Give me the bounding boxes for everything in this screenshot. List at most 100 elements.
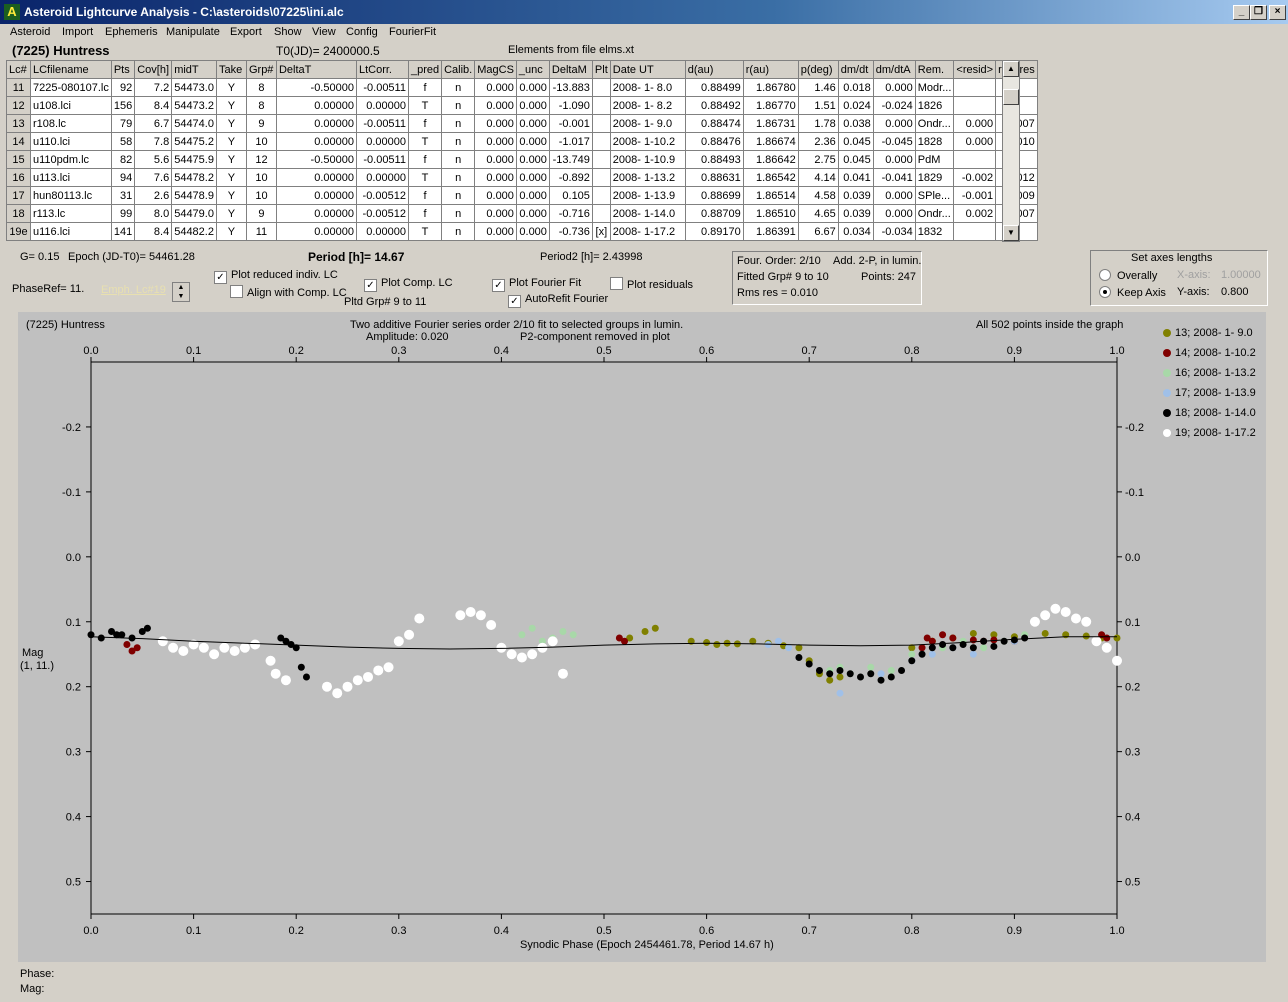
scroll-up-icon[interactable]: ▲ bbox=[1003, 61, 1019, 77]
table-cell[interactable] bbox=[591, 132, 611, 151]
column-header[interactable]: LCfilename bbox=[30, 60, 112, 79]
table-cell[interactable]: 0.00000 bbox=[275, 186, 357, 205]
table-cell[interactable]: -0.716 bbox=[548, 204, 593, 223]
table-cell[interactable]: 2008- 1-13.2 bbox=[609, 168, 686, 187]
table-cell[interactable]: u108.lci bbox=[30, 96, 112, 115]
table-cell[interactable]: 0.88699 bbox=[684, 186, 744, 205]
column-header[interactable]: Calib. bbox=[441, 60, 476, 79]
table-cell[interactable]: 0.000 bbox=[474, 114, 517, 133]
table-cell[interactable]: 54474.0 bbox=[171, 114, 217, 133]
table-cell[interactable]: 0.88709 bbox=[684, 204, 744, 223]
table-cell[interactable]: 0.000 bbox=[515, 150, 550, 169]
table-cell[interactable]: 12 bbox=[6, 96, 31, 115]
table-cell[interactable]: 1.86770 bbox=[742, 96, 799, 115]
table-cell[interactable]: 8.4 bbox=[134, 96, 173, 115]
menu-config[interactable]: Config bbox=[346, 26, 378, 38]
table-cell[interactable]: 0.000 bbox=[953, 132, 997, 151]
table-cell[interactable]: f bbox=[407, 150, 443, 169]
table-cell[interactable]: -1.017 bbox=[548, 132, 593, 151]
table-cell[interactable]: Y bbox=[215, 96, 247, 115]
table-cell[interactable]: 2008- 1-13.9 bbox=[609, 186, 686, 205]
table-cell[interactable]: u110pdm.lc bbox=[30, 150, 112, 169]
table-cell[interactable]: Y bbox=[215, 204, 247, 223]
table-cell[interactable]: 0.00000 bbox=[355, 132, 409, 151]
table-cell[interactable]: 0.000 bbox=[474, 150, 517, 169]
table-cell[interactable]: 1.46 bbox=[797, 78, 839, 97]
table-cell[interactable]: 0.00000 bbox=[275, 96, 357, 115]
table-row[interactable]: 12 u108.lci 156 8.4 54473.2 Y 8 0.00000 0.00000 T… bbox=[6, 96, 1038, 115]
table-cell[interactable]: 54475.2 bbox=[171, 132, 217, 151]
table-cell[interactable]: 0.000 bbox=[474, 186, 517, 205]
table-cell[interactable]: 0.045 bbox=[837, 132, 874, 151]
table-cell[interactable]: u116.lci bbox=[30, 222, 112, 241]
table-cell[interactable]: Y bbox=[215, 222, 247, 241]
table-cell[interactable]: -0.00512 bbox=[355, 186, 409, 205]
table-cell[interactable]: 0.039 bbox=[837, 186, 874, 205]
lightcurve-plot[interactable]: 0.0 0.0 0.1 0.1 0.2 0.2 0.3 0.3 0.4 0.4 0.5 0.5 0.6 0… bbox=[18, 312, 1266, 962]
table-cell[interactable]: 0.00000 bbox=[275, 114, 357, 133]
table-cell[interactable]: 1832 bbox=[914, 222, 955, 241]
table-cell[interactable]: -13.883 bbox=[548, 78, 593, 97]
table-cell[interactable]: 2008- 1-10.9 bbox=[609, 150, 686, 169]
column-header[interactable]: DeltaT bbox=[275, 60, 357, 79]
table-cell[interactable]: -0.00511 bbox=[355, 114, 409, 133]
table-cell[interactable]: 6.67 bbox=[797, 222, 839, 241]
column-header[interactable]: dm/dt bbox=[837, 60, 874, 79]
table-cell[interactable]: 54473.2 bbox=[171, 96, 217, 115]
table-cell[interactable]: 7.2 bbox=[134, 78, 173, 97]
scroll-down-icon[interactable]: ▼ bbox=[1003, 225, 1019, 241]
table-cell[interactable]: 11 bbox=[6, 78, 31, 97]
table-cell[interactable]: 0.000 bbox=[474, 168, 517, 187]
table-cell[interactable]: 0.00000 bbox=[275, 168, 357, 187]
table-cell[interactable]: 0.88499 bbox=[684, 78, 744, 97]
column-header[interactable]: Rem. bbox=[914, 60, 955, 79]
table-cell[interactable]: 8 bbox=[245, 96, 277, 115]
table-cell[interactable]: Ondr... bbox=[914, 204, 955, 223]
table-cell[interactable]: SPle... bbox=[914, 186, 955, 205]
table-cell[interactable]: 0.018 bbox=[837, 78, 874, 97]
overally-radio[interactable]: Overally bbox=[1099, 269, 1157, 282]
column-header[interactable]: Pts bbox=[110, 60, 136, 79]
table-cell[interactable]: 18 bbox=[6, 204, 31, 223]
table-cell[interactable]: 6.7 bbox=[134, 114, 173, 133]
table-cell[interactable]: 0.88631 bbox=[684, 168, 744, 187]
table-cell[interactable]: 0.000 bbox=[474, 78, 517, 97]
align-checkbox[interactable]: Align with Comp. LC bbox=[230, 285, 347, 299]
table-cell[interactable]: 0.00000 bbox=[355, 222, 409, 241]
plot-residuals-checkbox[interactable]: Plot residuals bbox=[610, 277, 693, 291]
plot-fourier-checkbox[interactable]: ✓ Plot Fourier Fit bbox=[492, 277, 581, 292]
table-cell[interactable]: 0.002 bbox=[953, 204, 997, 223]
table-row[interactable]: 11 7225-080107.lc 92 7.2 54473.0 Y 8 -0.50000 -0… bbox=[6, 78, 1038, 97]
table-cell[interactable]: Y bbox=[215, 150, 247, 169]
table-cell[interactable]: 2008- 1-10.2 bbox=[609, 132, 686, 151]
table-cell[interactable]: -0.024 bbox=[872, 96, 916, 115]
table-cell[interactable]: 54478.2 bbox=[171, 168, 217, 187]
restore-icon[interactable]: ❐ bbox=[1250, 5, 1267, 20]
table-cell[interactable]: n bbox=[441, 114, 476, 133]
table-cell[interactable]: 0.039 bbox=[837, 204, 874, 223]
table-cell[interactable]: -1.090 bbox=[548, 96, 593, 115]
table-cell[interactable]: 0.041 bbox=[837, 168, 874, 187]
lightcurve-graph[interactable]: 0.0 0.0 0.1 0.1 0.2 0.2 0.3 0.3 0.4 0.4 0.5 0.5 0.6 0… bbox=[18, 312, 1266, 962]
column-header[interactable]: dm/dtA bbox=[872, 60, 916, 79]
column-header[interactable]: DeltaM bbox=[548, 60, 593, 79]
table-cell[interactable]: 0.000 bbox=[872, 186, 916, 205]
menu-view[interactable]: View bbox=[312, 26, 336, 38]
keepaxis-radio[interactable]: Keep Axis bbox=[1099, 286, 1166, 299]
table-cell[interactable]: 31 bbox=[110, 186, 136, 205]
table-cell[interactable]: 1.86510 bbox=[742, 204, 799, 223]
table-cell[interactable]: r108.lc bbox=[30, 114, 112, 133]
table-cell[interactable]: -0.736 bbox=[548, 222, 593, 241]
table-cell[interactable]: n bbox=[441, 204, 476, 223]
table-cell[interactable]: T bbox=[407, 168, 443, 187]
plot-reduced-checkbox[interactable]: ✓ Plot reduced indiv. LC bbox=[214, 269, 338, 284]
table-cell[interactable]: 58 bbox=[110, 132, 136, 151]
table-cell[interactable]: 0.00000 bbox=[355, 96, 409, 115]
column-header[interactable]: Take bbox=[215, 60, 247, 79]
table-cell[interactable]: Y bbox=[215, 186, 247, 205]
table-cell[interactable]: n bbox=[441, 78, 476, 97]
table-cell[interactable]: 1.51 bbox=[797, 96, 839, 115]
table-cell[interactable]: -0.50000 bbox=[275, 150, 357, 169]
table-cell[interactable]: 0.000 bbox=[515, 96, 550, 115]
table-cell[interactable]: 2.36 bbox=[797, 132, 839, 151]
